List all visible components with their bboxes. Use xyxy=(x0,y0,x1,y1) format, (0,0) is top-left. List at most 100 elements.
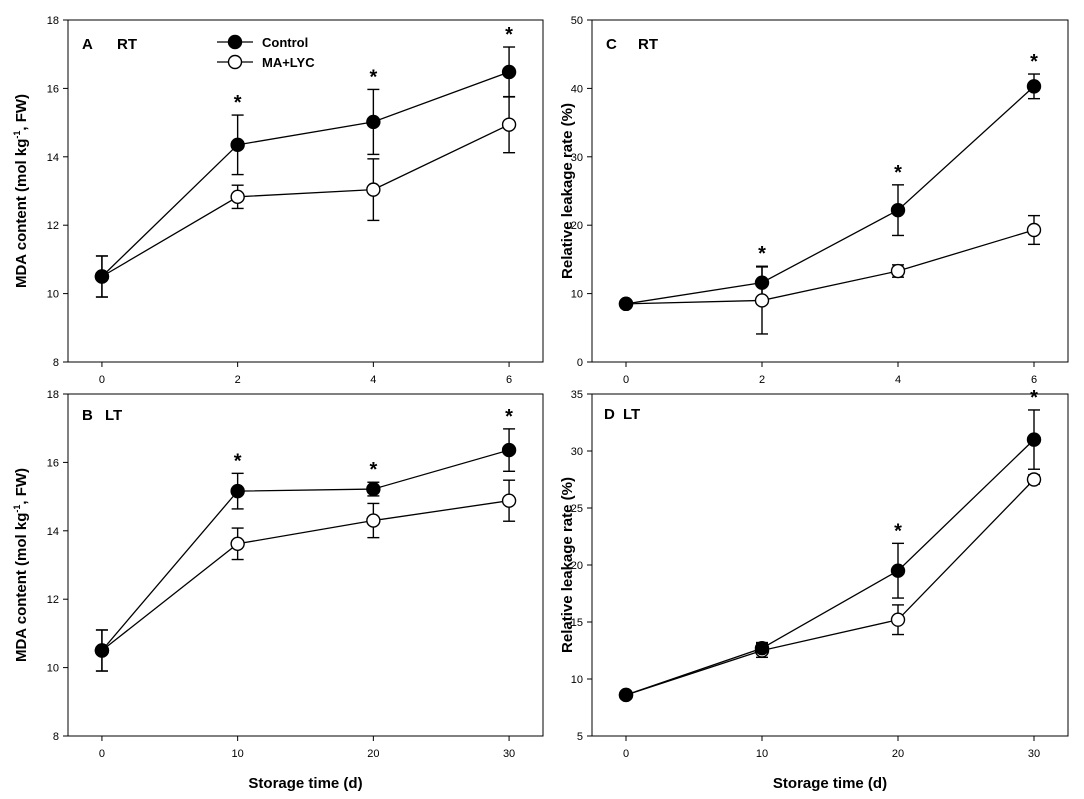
y-axis-title-main: MDA content (mol kg xyxy=(13,139,30,288)
y-axis-title-main: Relative leakage rate (%) xyxy=(559,477,576,653)
legend: Control MA+LYC xyxy=(217,34,315,70)
significance-star: * xyxy=(505,24,513,46)
panel-c: 0 10 20 30 40 50 0 2 4 6 Relative leakage rate (%)… xyxy=(559,15,1069,386)
data-point-control xyxy=(230,483,245,499)
y-axis-title: Relative leakage rate (%) xyxy=(559,477,576,653)
data-point-control xyxy=(1026,79,1042,94)
data-point-control xyxy=(754,275,770,290)
y-tick-label: 15 xyxy=(571,617,583,629)
x-tick-label: 10 xyxy=(232,748,244,760)
panel-d: 5 10 15 20 25 30 35 0 10 20 30 Relative leakage rat… xyxy=(559,387,1069,792)
data-point-ma-lyc xyxy=(501,493,517,508)
x-tick-label: 6 xyxy=(1031,374,1037,386)
significance-star: * xyxy=(894,520,902,542)
y-tick-label: 30 xyxy=(571,152,583,164)
significance-star: * xyxy=(369,66,377,88)
x-axis-title: Storage time (d) xyxy=(248,775,362,792)
series-line-control xyxy=(625,439,1035,696)
x-tick-label: 30 xyxy=(1028,748,1040,760)
y-axis-title-tail: , FW) xyxy=(13,468,30,505)
panel-condition: LT xyxy=(105,407,122,424)
panel-condition: LT xyxy=(623,406,640,423)
significance-star: * xyxy=(234,450,242,472)
data-point-control xyxy=(618,296,634,312)
y-axis-title-main: MDA content (mol kg xyxy=(13,513,30,662)
data-point-ma-lyc xyxy=(366,513,381,528)
series-line-ma-lyc xyxy=(625,479,1035,696)
panel-a: 8 10 12 14 16 18 0 2 4 6 MDA content (mol kg-1, FW… xyxy=(12,15,544,386)
legend-label: Control xyxy=(262,35,308,50)
data-point-control xyxy=(366,481,381,497)
x-tick-label: 20 xyxy=(367,748,379,760)
y-tick-label: 16 xyxy=(47,457,59,469)
data-point-control xyxy=(94,269,110,284)
significance-star: * xyxy=(369,459,377,481)
series-line-ma-lyc xyxy=(101,500,510,652)
y-tick-label: 25 xyxy=(571,503,583,515)
y-tick-label: 50 xyxy=(571,15,583,27)
legend-marker-control xyxy=(227,34,243,50)
panel-letter: A xyxy=(82,36,93,53)
panel-letter: C xyxy=(606,36,617,53)
plot-frame xyxy=(591,19,1069,363)
x-tick-label: 20 xyxy=(892,748,904,760)
x-tick-label: 0 xyxy=(99,374,105,386)
series-line-control xyxy=(101,71,510,277)
y-axis-title-sup: -1 xyxy=(12,131,22,139)
x-tick-label: 30 xyxy=(503,748,515,760)
panel-letter: D xyxy=(604,406,615,423)
x-tick-label: 2 xyxy=(759,374,765,386)
y-axis-title-sup: -1 xyxy=(12,505,22,513)
y-tick-label: 35 xyxy=(571,389,583,401)
y-tick-label: 0 xyxy=(577,357,583,369)
series-line-control xyxy=(101,449,510,651)
y-tick-label: 40 xyxy=(571,83,583,95)
x-tick-label: 4 xyxy=(370,374,376,386)
data-point-control xyxy=(890,202,906,218)
data-point-control xyxy=(501,442,517,458)
y-tick-label: 14 xyxy=(47,526,59,538)
data-point-ma-lyc xyxy=(230,536,245,551)
y-axis-title-main: Relative leakage rate (%) xyxy=(559,103,576,279)
data-point-ma-lyc xyxy=(230,189,245,205)
series-line-ma-lyc xyxy=(101,124,510,278)
significance-star: * xyxy=(1030,387,1038,409)
y-tick-label: 18 xyxy=(47,389,59,401)
panel-condition: RT xyxy=(117,36,137,53)
y-tick-label: 18 xyxy=(47,15,59,27)
significance-star: * xyxy=(894,162,902,184)
y-tick-label: 10 xyxy=(571,289,583,301)
y-tick-label: 14 xyxy=(47,152,59,164)
significance-star: * xyxy=(758,243,766,265)
y-tick-label: 12 xyxy=(47,220,59,232)
series-line-ma-lyc xyxy=(625,229,1035,305)
panel-letter: B xyxy=(82,407,93,424)
panel-b: 8 10 12 14 16 18 0 10 20 30 MDA content (mol kg-1,… xyxy=(12,389,544,792)
data-point-control xyxy=(230,137,245,153)
x-tick-label: 10 xyxy=(756,748,768,760)
y-axis-title-tail: , FW) xyxy=(13,94,30,131)
y-tick-label: 20 xyxy=(571,220,583,232)
data-point-ma-lyc xyxy=(501,117,517,132)
legend-marker-ma-lyc xyxy=(227,54,243,70)
y-tick-label: 8 xyxy=(53,357,59,369)
data-point-control xyxy=(754,641,770,656)
y-tick-label: 10 xyxy=(47,289,59,301)
y-axis-title: MDA content (mol kg-1, FW) xyxy=(12,468,30,662)
panel-condition: RT xyxy=(638,36,658,53)
data-point-control xyxy=(890,563,906,578)
data-point-ma-lyc xyxy=(890,263,906,279)
data-point-ma-lyc xyxy=(366,182,381,197)
x-tick-label: 0 xyxy=(623,374,629,386)
data-point-ma-lyc xyxy=(890,612,906,627)
significance-star: * xyxy=(234,92,242,114)
series-line-control xyxy=(625,85,1035,305)
x-tick-label: 6 xyxy=(506,374,512,386)
x-tick-label: 0 xyxy=(99,748,105,760)
y-tick-label: 30 xyxy=(571,446,583,458)
data-point-ma-lyc xyxy=(1026,222,1042,238)
y-tick-label: 10 xyxy=(47,663,59,675)
data-point-control xyxy=(366,114,381,130)
y-axis-title: MDA content (mol kg-1, FW) xyxy=(12,94,30,288)
